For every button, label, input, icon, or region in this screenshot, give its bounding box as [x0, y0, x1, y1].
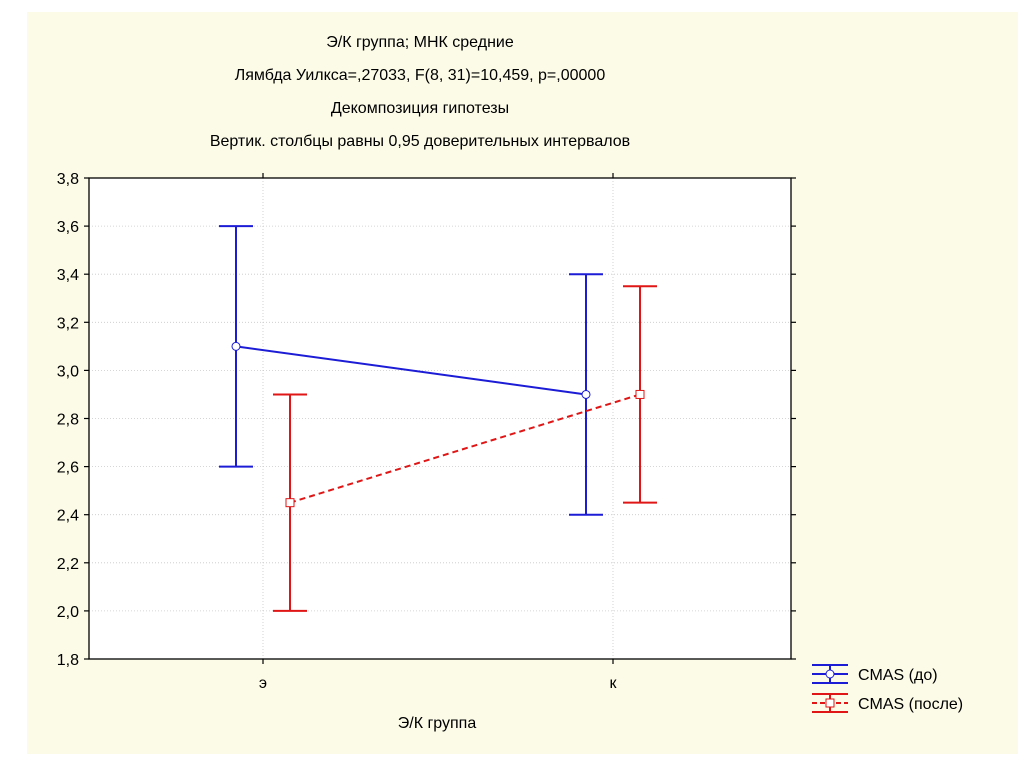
series-line	[289, 393, 641, 504]
series-1	[219, 225, 603, 516]
y-tick-label: 3,2	[57, 315, 79, 332]
legend-item-1: CMAS (до)	[812, 664, 938, 684]
series-2	[273, 285, 657, 612]
x-tick-label: к	[610, 675, 618, 692]
legend: CMAS (до) CMAS (после)	[812, 664, 963, 713]
x-tick-label: э	[259, 675, 267, 692]
x-axis-label: Э/К группа	[398, 715, 477, 732]
y-tick-label: 3,8	[57, 171, 79, 188]
chart-title-line-2: Лямбда Уилкса=,27033, F(8, 31)=10,459, p…	[235, 67, 606, 84]
grid-lines	[89, 178, 791, 659]
y-tick-label: 2,6	[57, 460, 79, 477]
y-tick-label: 3,0	[57, 363, 79, 380]
chart-title-line-4: Вертик. столбцы равны 0,95 доверительных…	[210, 133, 630, 150]
y-tick-label: 2,8	[57, 412, 79, 429]
data-point	[581, 389, 591, 399]
legend-marker	[825, 698, 835, 708]
legend-marker	[825, 669, 835, 679]
y-tick-label: 2,2	[57, 556, 79, 573]
y-axis: 1,8 2,0 2,2 2,4 2,6 2,8 3,0 3,2 3,4 3,6 3,8	[57, 171, 796, 669]
y-tick-label: 3,4	[57, 267, 79, 284]
data-point	[231, 341, 241, 351]
series-layer	[219, 225, 657, 612]
data-point	[285, 498, 295, 508]
y-tick-label: 1,8	[57, 652, 79, 669]
data-point	[635, 389, 645, 399]
series-line	[235, 345, 587, 396]
legend-label: CMAS (после)	[858, 696, 963, 713]
y-tick-label: 3,6	[57, 219, 79, 236]
chart-title: Э/К группа; МНК средние Лямбда Уилкса=,2…	[210, 34, 630, 150]
legend-label: CMAS (до)	[858, 667, 938, 684]
chart-title-line-1: Э/К группа; МНК средние	[326, 34, 514, 51]
chart-title-line-3: Декомпозиция гипотезы	[331, 100, 509, 117]
y-tick-label: 2,0	[57, 604, 79, 621]
legend-item-2: CMAS (после)	[812, 693, 963, 713]
plot-border	[88, 177, 792, 660]
y-tick-label: 2,4	[57, 508, 79, 525]
